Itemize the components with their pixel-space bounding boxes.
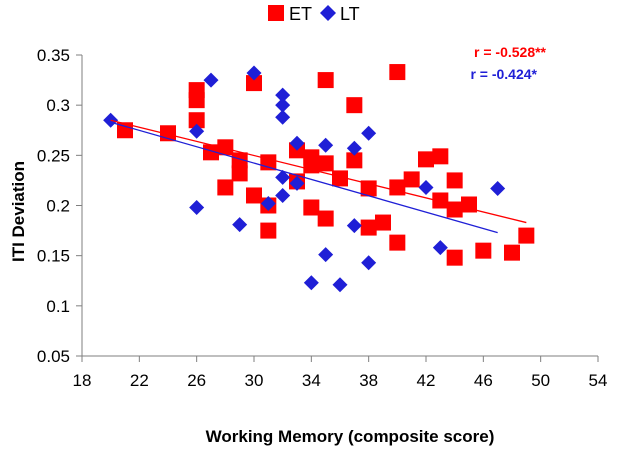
lt-data-point	[346, 140, 362, 156]
trendlines	[110, 119, 527, 234]
lt-data-point	[232, 217, 248, 233]
et-data-point	[203, 144, 219, 161]
lt-data-point	[203, 72, 219, 88]
et-data-point	[217, 139, 234, 156]
et-data-point	[346, 152, 363, 169]
lt-data-point	[490, 180, 506, 196]
legend-label-et: ET	[289, 4, 312, 24]
lt-data-point	[189, 123, 205, 139]
et-data-point	[303, 199, 320, 216]
x-tick-label: 22	[130, 371, 149, 390]
lt-data-point	[275, 109, 291, 125]
x-tick-label: 54	[589, 371, 608, 390]
et-data-point	[461, 196, 477, 213]
y-tick-label: 0.3	[46, 96, 70, 115]
et-data-point	[346, 97, 363, 114]
lt-data-point	[275, 187, 291, 203]
lt-data-point	[189, 200, 205, 216]
et-data-point	[446, 172, 463, 189]
y-tick-label: 0.2	[46, 197, 70, 216]
et-data-point	[360, 219, 377, 236]
et-data-point	[317, 155, 334, 172]
et-data-point	[188, 112, 205, 129]
y-tick-label: 0.25	[37, 146, 70, 165]
et-data-point	[475, 242, 492, 259]
et-data-point	[389, 64, 406, 81]
et-data-point	[246, 187, 262, 204]
lt-data-point	[275, 87, 291, 103]
y-axis-ticks: 0.05 0.1 0.15 0.2 0.25 0.3 0.35	[37, 46, 82, 366]
x-axis-title: Working Memory (composite score)	[206, 427, 495, 446]
et-trendline	[110, 119, 527, 224]
x-tick-label: 38	[359, 371, 378, 390]
y-tick-label: 0.35	[37, 46, 70, 65]
et-data-point	[246, 75, 262, 92]
correlation-annotation-lt: r = -0.424*	[470, 66, 537, 82]
legend-marker-et	[268, 5, 284, 21]
lt-data-point	[275, 97, 291, 113]
et-data-point	[418, 151, 434, 168]
data-points	[103, 64, 535, 293]
et-data-point	[317, 210, 334, 227]
x-tick-label: 26	[187, 371, 206, 390]
correlation-annotation-et: r = -0.528**	[474, 44, 547, 60]
et-data-point	[231, 165, 248, 182]
lt-data-point	[303, 275, 319, 291]
et-data-point	[260, 222, 277, 239]
lt-data-point	[260, 195, 276, 211]
x-tick-label: 34	[302, 371, 321, 390]
x-axis-ticks: 18 22 26 30 34 38 42 46 50 54	[73, 356, 608, 390]
et-data-point	[375, 214, 391, 231]
lt-trendline	[110, 121, 498, 234]
et-data-point	[403, 171, 420, 188]
legend-marker-lt	[320, 5, 336, 21]
axes	[81, 55, 598, 357]
et-data-point	[117, 122, 133, 139]
lt-data-point	[318, 247, 334, 263]
y-axis-title: ITI Deviation	[9, 161, 28, 262]
et-data-point	[231, 152, 248, 169]
y-tick-label: 0.1	[46, 297, 70, 316]
legend: ET LT	[268, 4, 360, 24]
lt-data-point	[361, 125, 377, 141]
x-tick-label: 18	[73, 371, 92, 390]
lt-data-point	[418, 179, 434, 195]
lt-data-point	[432, 240, 448, 256]
et-data-point	[217, 179, 234, 196]
et-data-point	[188, 92, 205, 109]
x-tick-label: 30	[245, 371, 264, 390]
et-data-point	[446, 249, 463, 266]
et-data-point	[389, 179, 406, 196]
lt-data-point	[275, 169, 291, 185]
x-tick-label: 50	[531, 371, 550, 390]
et-data-point	[504, 244, 520, 261]
lt-data-point	[361, 255, 377, 271]
et-data-point	[317, 72, 334, 89]
lt-data-point	[289, 135, 305, 151]
x-tick-label: 42	[417, 371, 436, 390]
et-data-point	[332, 170, 348, 187]
et-data-point	[303, 157, 320, 174]
lt-data-point	[346, 218, 362, 234]
legend-label-lt: LT	[340, 4, 360, 24]
x-tick-label: 46	[474, 371, 493, 390]
lt-data-point	[332, 277, 348, 293]
lt-data-point	[289, 175, 305, 191]
et-data-point	[432, 192, 449, 209]
y-tick-label: 0.15	[37, 247, 70, 266]
lt-data-point	[318, 137, 334, 153]
y-tick-label: 0.05	[37, 347, 70, 366]
et-data-point	[518, 227, 535, 244]
et-data-point	[389, 234, 406, 251]
lt-data-point	[246, 65, 262, 81]
et-data-point	[432, 148, 449, 165]
et-data-point	[260, 154, 277, 171]
